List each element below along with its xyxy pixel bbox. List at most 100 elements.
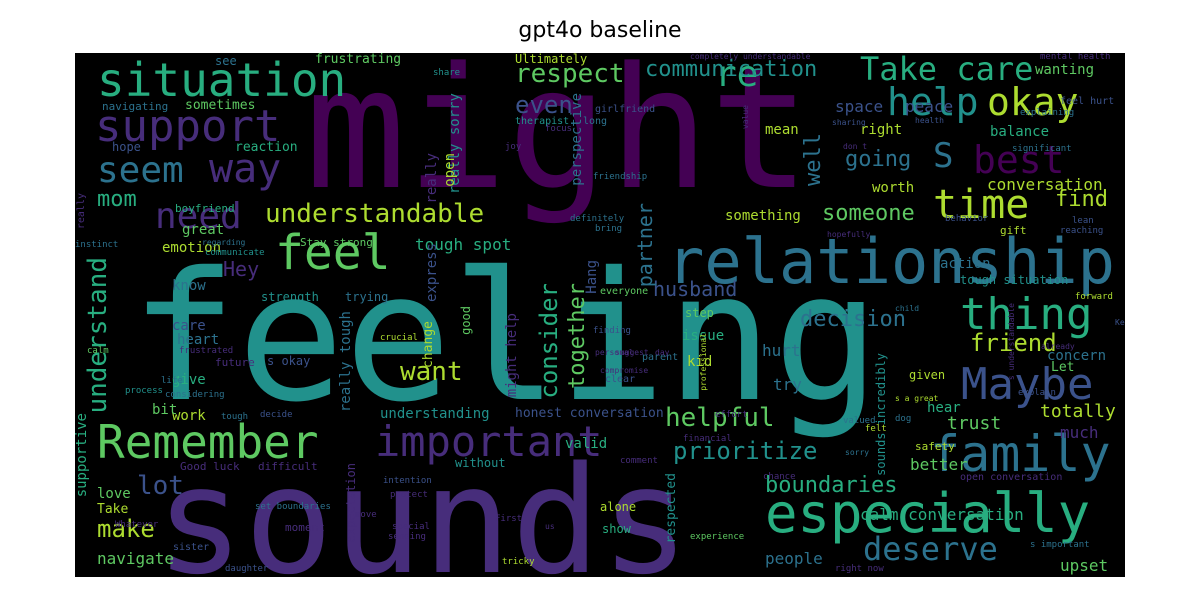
word-step: step — [685, 306, 714, 320]
word-boundaries: boundaries — [765, 473, 898, 498]
word-cloud: feeling might sounds relationship Rememb… — [75, 53, 1125, 577]
word-decide: decide — [260, 410, 293, 420]
word-really: really — [424, 153, 440, 204]
word-mental-health: mental health — [1040, 53, 1111, 62]
word-financial: financial — [683, 434, 732, 444]
word-hopefully: hopefully — [827, 230, 871, 239]
word-health: health — [915, 116, 944, 125]
word-might-help: might help — [504, 313, 520, 398]
word-open: open — [442, 153, 458, 187]
word-therapist: therapist — [515, 116, 570, 127]
word-sending: sending — [388, 532, 426, 542]
word-definitely: definitely — [570, 214, 625, 224]
word-s-okay: s okay — [267, 354, 311, 368]
word-sorry: sorry — [845, 448, 870, 457]
word-hurt: hurt — [762, 341, 801, 360]
word-instinct: instinct — [75, 240, 119, 250]
word-future: future — [215, 356, 255, 369]
word-communication: communication — [645, 57, 818, 82]
word-trying: trying — [345, 290, 389, 304]
word-move: move — [355, 510, 377, 520]
word-us: us — [545, 522, 555, 531]
word-good-luck: Good luck — [180, 460, 240, 473]
word-calm: calm — [87, 346, 109, 356]
word-lean: lean — [1072, 216, 1094, 226]
word-safety: safety — [915, 440, 955, 453]
word-day: day — [655, 348, 670, 357]
word-lot: lot — [137, 471, 184, 501]
word-crucial: crucial — [380, 333, 418, 343]
word-behavior: behavior — [945, 214, 989, 224]
word-someone: someone — [822, 201, 915, 226]
word-focus: focus — [545, 124, 573, 134]
word-even: even — [515, 91, 573, 119]
word-sharing: sharing — [832, 118, 866, 127]
word-time: time — [933, 182, 1030, 228]
word-conversation: conversation — [987, 175, 1103, 194]
word-situation: situation — [97, 53, 347, 107]
word-valid: valid — [565, 436, 608, 452]
word-trust: trust — [947, 413, 1002, 434]
word-protect: protect — [390, 490, 428, 500]
word-frustrating: frustrating — [315, 53, 402, 67]
word-stay-strong: Stay strong — [300, 236, 373, 249]
word-compromise: compromise — [600, 366, 649, 375]
word-sister: sister — [173, 542, 210, 553]
word-effort: effort — [715, 410, 748, 420]
word-together: together — [565, 283, 590, 389]
word-respected: respected — [664, 473, 679, 544]
word-upset: upset — [1060, 556, 1109, 575]
word-sometimes: sometimes — [185, 98, 256, 113]
word-people: people — [765, 549, 823, 568]
word-alone: alone — [600, 500, 637, 514]
word-already: already — [1041, 342, 1075, 351]
word-open-conversation: open conversation — [960, 472, 1063, 483]
word-really-2: really — [76, 193, 87, 230]
word-mom: mom — [97, 187, 137, 212]
word-understanding: understanding — [380, 406, 490, 422]
word-personal: personal — [595, 348, 634, 357]
word-communicate: communicate — [205, 248, 265, 258]
word-ultimately: Ultimately — [515, 53, 588, 66]
word-okay: okay — [987, 80, 1079, 124]
word-gift: gift — [1000, 224, 1027, 237]
word-hope: hope — [112, 140, 141, 154]
word-re: re — [715, 54, 759, 95]
word-give: give — [172, 372, 206, 388]
word-tough: tough — [221, 412, 249, 422]
word-concern: concern — [1047, 348, 1107, 364]
word-family: family — [930, 425, 1111, 483]
word-clear: clear — [605, 374, 636, 385]
word-supportive: supportive — [75, 413, 90, 498]
word-much: much — [1060, 423, 1099, 442]
word-regarding: regarding — [202, 238, 246, 247]
word-feel: feel — [275, 225, 391, 281]
word-tough-situation: tough situation — [960, 273, 1069, 287]
word-might: might — [305, 53, 811, 227]
word-daughter: daughter — [225, 564, 269, 574]
word-understandable: understandable — [265, 199, 485, 229]
word-really-tough: really tough — [338, 311, 354, 413]
word-life: life — [161, 376, 183, 386]
word-right-now: right now — [835, 564, 884, 574]
word-love: love — [97, 486, 131, 502]
word-value: value — [741, 105, 750, 130]
word-long: long — [583, 116, 608, 127]
word-sounds: sounds — [155, 435, 690, 577]
word-s-understandable: s understandable — [1007, 303, 1016, 381]
word-friend: friend — [970, 329, 1057, 357]
word-kid: kid — [687, 354, 713, 370]
word-s-important: s important — [1030, 540, 1090, 550]
word-peace: peace — [905, 97, 954, 116]
word-difficult: difficult — [258, 460, 318, 473]
word-comment: comment — [620, 456, 658, 466]
word-take-care: Take care — [860, 53, 1034, 88]
word-tricky: tricky — [502, 557, 535, 567]
word-hey: Hey — [223, 257, 260, 281]
word-considering: considering — [165, 390, 225, 400]
word-know: know — [172, 278, 206, 294]
word-seem: seem — [97, 150, 184, 191]
word-issue: issue — [682, 328, 725, 344]
word-set-boundaries: set boundaries — [255, 502, 331, 512]
word-take: Take — [97, 502, 129, 517]
